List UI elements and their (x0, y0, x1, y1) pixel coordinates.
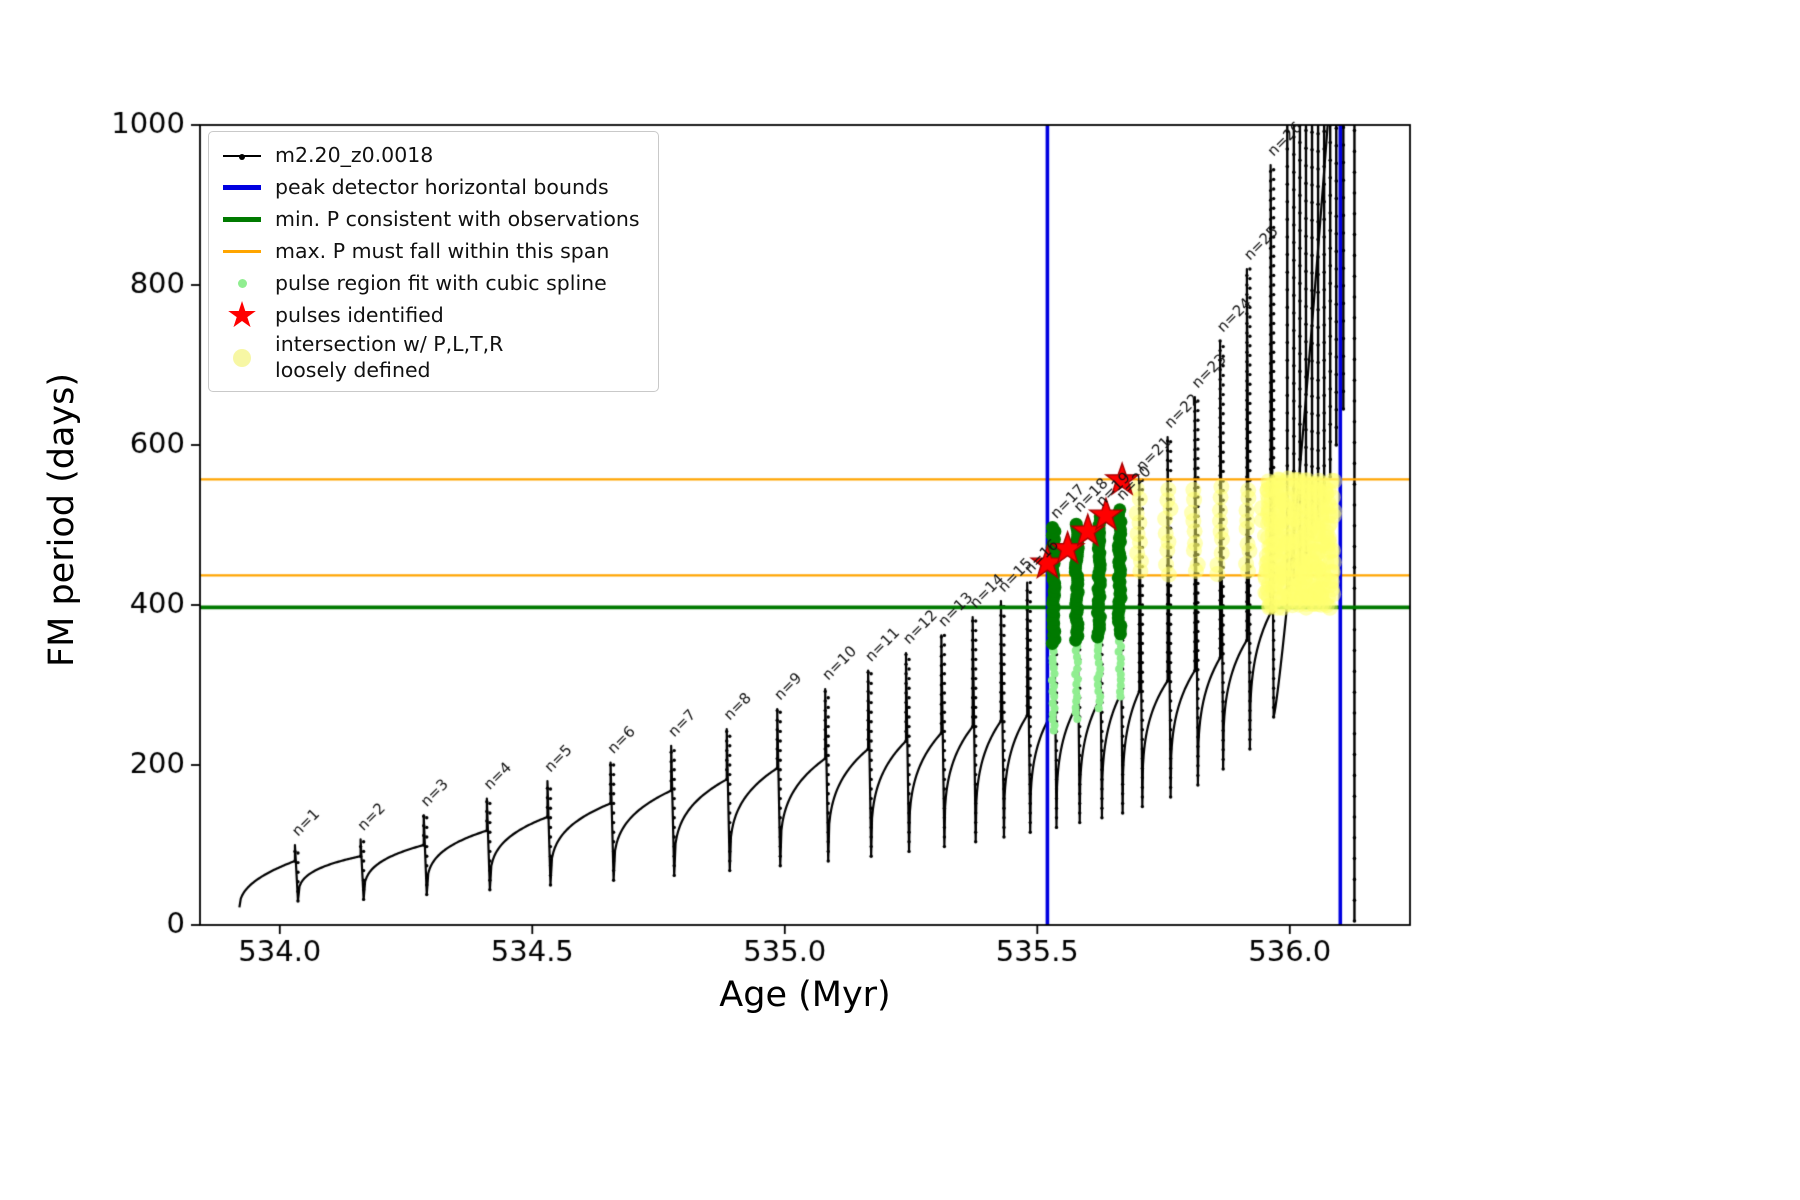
legend-label: pulse region fit with cubic spline (275, 270, 607, 295)
legend-item-peak-bounds: peak detector horizontal bounds (219, 172, 640, 203)
legend-label: pulses identified (275, 302, 444, 327)
legend-item-intersection: intersection w/ P,L,T,R loosely defined (219, 332, 640, 383)
legend: m2.20_z0.0018 peak detector horizontal b… (208, 131, 659, 393)
legend-label: m2.20_z0.0018 (275, 142, 434, 167)
legend-label: max. P must fall within this span (275, 238, 610, 263)
legend-marker-green-line-icon (219, 217, 265, 222)
legend-marker-yellow-dot-icon (219, 348, 265, 367)
legend-marker-red-star-icon (219, 305, 265, 327)
legend-item-track: m2.20_z0.0018 (219, 140, 640, 171)
legend-item-min-p: min. P consistent with observations (219, 204, 640, 235)
legend-label: peak detector horizontal bounds (275, 174, 609, 199)
legend-item-max-p: max. P must fall within this span (219, 236, 640, 267)
y-axis-label: FM period (days) (42, 373, 82, 667)
legend-item-spline: pulse region fit with cubic spline (219, 268, 640, 299)
legend-marker-orange-line-icon (219, 250, 265, 253)
legend-label: min. P consistent with observations (275, 206, 640, 231)
legend-item-pulses: pulses identified (219, 300, 640, 331)
legend-marker-light-green-dot-icon (219, 279, 265, 288)
legend-label: intersection w/ P,L,T,R loosely defined (275, 332, 504, 382)
x-axis-label: Age (Myr) (719, 975, 891, 1015)
legend-marker-line-dot-icon (219, 153, 265, 160)
legend-marker-blue-line-icon (219, 185, 265, 190)
